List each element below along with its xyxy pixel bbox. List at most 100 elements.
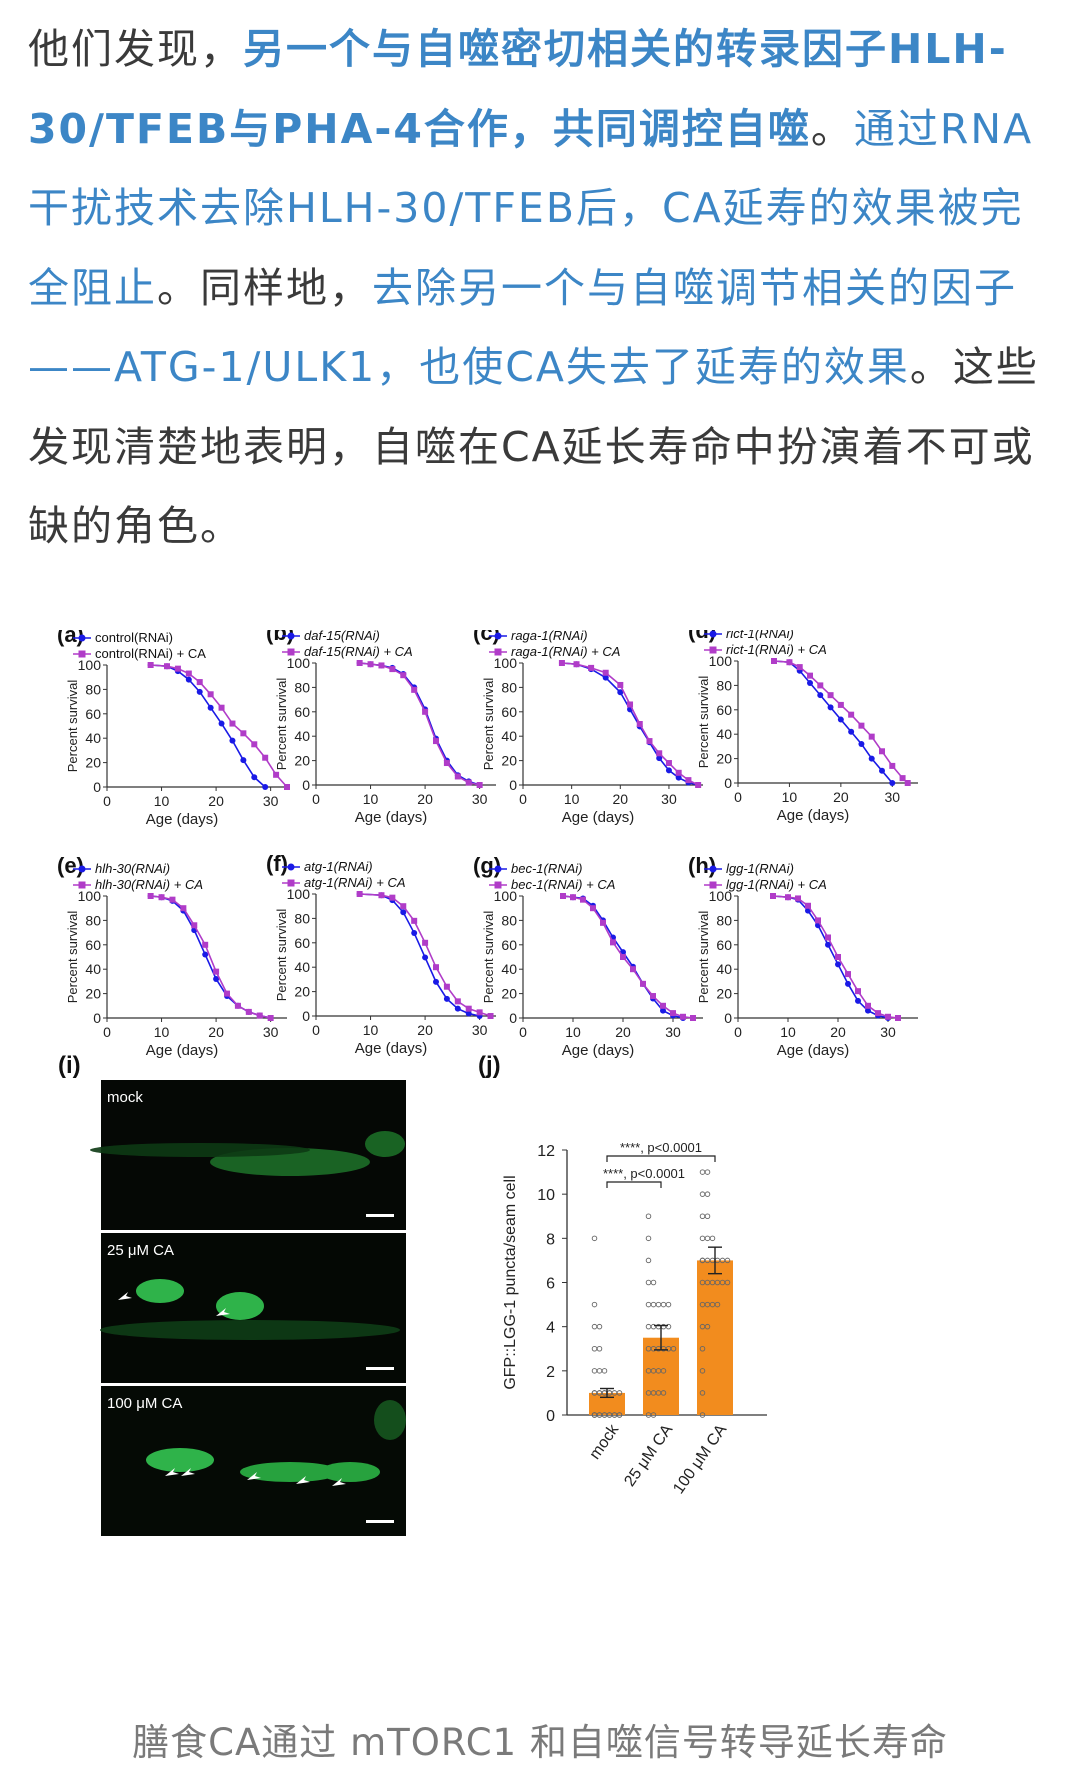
data-point xyxy=(665,760,672,767)
data-point xyxy=(665,1323,672,1330)
data-point xyxy=(675,774,682,781)
y-tick-label: 2 xyxy=(546,1364,555,1381)
y-tick-label: 80 xyxy=(501,679,517,695)
data-point xyxy=(164,663,170,670)
data-point xyxy=(262,754,269,761)
data-point xyxy=(848,711,855,718)
data-point xyxy=(807,679,813,686)
data-point xyxy=(240,730,247,737)
x-tick-label: 10 xyxy=(564,791,580,807)
data-point xyxy=(865,1002,871,1009)
data-point xyxy=(591,1368,598,1374)
legend-marker xyxy=(494,648,502,656)
data-point xyxy=(699,1169,706,1175)
y-tick-label: 100 xyxy=(287,655,311,671)
data-point xyxy=(807,672,813,679)
data-point xyxy=(207,704,214,711)
data-point xyxy=(196,679,203,686)
y-tick-label: 80 xyxy=(85,681,101,697)
legend-marker xyxy=(78,650,86,658)
data-point xyxy=(174,665,181,672)
data-point xyxy=(699,1412,706,1418)
legend-label: atg-1(RNAi) xyxy=(304,859,373,874)
paragraph-segment: 去除另一个与自噬调节相关的因子——ATG-1/ULK1，也使CA失去了延寿的效果 xyxy=(28,263,1017,392)
micrograph-panel-i: (i) mock 25 μM CA 100 μM CA xyxy=(58,1052,406,1536)
y-tick-label: 6 xyxy=(546,1276,555,1293)
x-tick-label: 0 xyxy=(519,1024,527,1040)
data-point xyxy=(616,1390,623,1396)
data-point xyxy=(454,998,461,1005)
data-point xyxy=(202,951,209,958)
data-point xyxy=(591,1346,598,1352)
data-point xyxy=(858,740,865,747)
data-point xyxy=(245,1008,252,1015)
legend-marker xyxy=(709,646,717,654)
data-point xyxy=(690,1015,696,1021)
data-point xyxy=(560,893,566,899)
data-point xyxy=(895,1015,901,1021)
series-line xyxy=(772,895,889,1019)
series-line xyxy=(359,662,480,786)
y-tick-label: 0 xyxy=(302,777,310,793)
y-tick-label: 60 xyxy=(716,702,732,718)
data-point xyxy=(699,1368,706,1374)
y-tick-label: 20 xyxy=(501,753,517,769)
x-axis-label: Age (days) xyxy=(562,1042,635,1059)
x-tick-label: 10 xyxy=(154,793,170,809)
data-point xyxy=(191,922,198,929)
data-point xyxy=(411,686,418,693)
y-tick-label: 100 xyxy=(494,655,518,671)
y-axis-label: Percent survival xyxy=(481,678,496,771)
data-point xyxy=(610,939,616,946)
x-tick-label: 0 xyxy=(734,789,742,805)
data-point xyxy=(273,771,280,778)
legend-marker xyxy=(709,881,717,889)
paragraph-segment: 他们发现， xyxy=(28,25,243,73)
data-point xyxy=(207,691,214,698)
legend-label: rict-1(RNAi) xyxy=(726,630,794,641)
y-tick-label: 0 xyxy=(509,1010,517,1026)
data-point xyxy=(180,905,187,912)
legend-label: lgg-1(RNAi) + CA xyxy=(726,877,827,892)
category-label: 100 μM CA xyxy=(670,1421,730,1497)
data-point xyxy=(229,737,236,744)
data-point xyxy=(660,1390,667,1396)
paragraph-segment: 。同样地， xyxy=(157,263,372,312)
data-point xyxy=(845,980,851,987)
y-tick-label: 60 xyxy=(85,706,101,722)
y-tick-label: 40 xyxy=(716,726,732,742)
data-point xyxy=(616,1412,623,1418)
data-point xyxy=(675,769,682,776)
data-point xyxy=(704,1323,711,1330)
x-tick-label: 20 xyxy=(830,1024,846,1040)
legend-marker xyxy=(287,632,295,640)
legend-marker xyxy=(78,881,86,889)
figure-caption: 膳食CA通过 mTORC1 和自噬信号转导延长寿命 xyxy=(132,1721,948,1764)
y-axis-label: Percent survival xyxy=(274,909,289,1002)
data-point xyxy=(680,1013,686,1020)
data-point xyxy=(879,748,885,755)
data-point xyxy=(699,1257,706,1264)
data-point xyxy=(650,1412,657,1418)
panel-label: (a) xyxy=(57,630,84,647)
x-tick-label: 0 xyxy=(312,791,320,807)
y-tick-label: 0 xyxy=(509,777,517,793)
data-point xyxy=(465,1010,472,1017)
data-point xyxy=(875,1010,881,1017)
legend-label: control(RNAi) xyxy=(95,630,173,645)
data-point xyxy=(558,660,565,666)
data-point xyxy=(400,909,407,916)
legend-marker xyxy=(709,865,717,873)
data-point xyxy=(827,692,834,699)
legend-label: raga-1(RNAi) xyxy=(511,630,588,643)
data-point xyxy=(620,954,626,960)
y-tick-label: 60 xyxy=(716,937,732,953)
data-point xyxy=(267,1015,274,1021)
data-point xyxy=(805,902,811,909)
data-point xyxy=(169,896,176,903)
figure: (i) mock 25 μM CA 100 μM CA (j) (a) contr… xyxy=(57,630,918,1536)
data-point xyxy=(591,1235,598,1242)
series-line xyxy=(150,664,266,788)
y-tick-label: 100 xyxy=(709,653,733,669)
